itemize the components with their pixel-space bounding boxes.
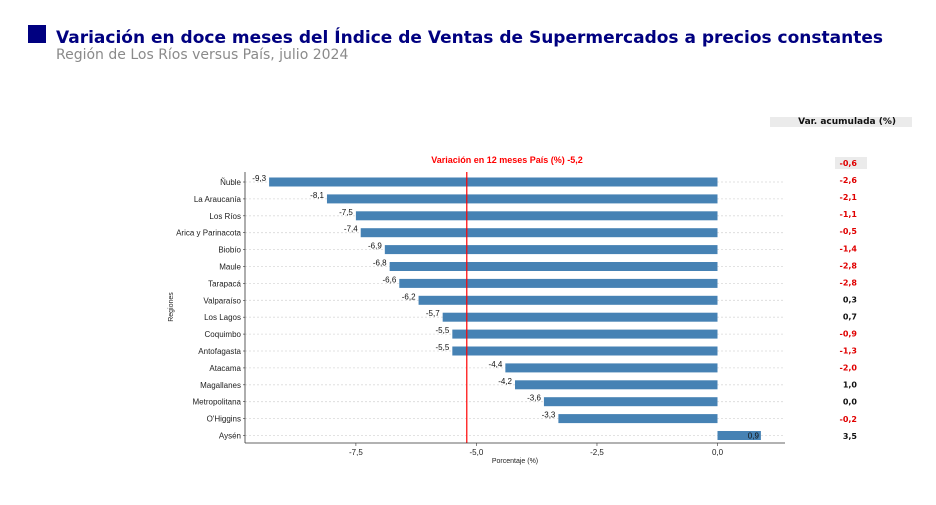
bar bbox=[389, 262, 718, 271]
category-label: Tarapacá bbox=[208, 279, 241, 288]
accumulated-value: -2,6 bbox=[840, 176, 858, 185]
x-tick-label: -2,5 bbox=[590, 448, 604, 457]
accumulated-value: -0,5 bbox=[840, 227, 858, 236]
value-label: -3,6 bbox=[527, 394, 541, 403]
bar bbox=[418, 295, 718, 305]
reference-line-group: Variación en 12 meses País (%) -5,2 bbox=[431, 155, 583, 443]
category-label: Biobío bbox=[218, 246, 241, 255]
accumulated-value: -1,4 bbox=[840, 244, 858, 253]
accumulated-value: -0,9 bbox=[840, 330, 858, 339]
accumulated-value: 1,0 bbox=[843, 381, 858, 390]
bar bbox=[269, 177, 718, 187]
accumulated-value: -0,2 bbox=[840, 415, 858, 424]
category-label: Metropolitana bbox=[193, 398, 242, 407]
category-label: Atacama bbox=[209, 364, 241, 373]
bar bbox=[360, 228, 718, 238]
bar bbox=[543, 397, 718, 407]
bar bbox=[452, 329, 718, 339]
accumulated-value: 0,3 bbox=[843, 295, 857, 304]
reference-line-label: Variación en 12 meses País (%) -5,2 bbox=[431, 155, 583, 165]
bar bbox=[505, 363, 718, 373]
value-label: -6,8 bbox=[373, 259, 387, 268]
accumulated-value: 0,7 bbox=[843, 312, 857, 321]
category-label: Los Ríos bbox=[209, 212, 241, 221]
y-axis-title: Regiones bbox=[168, 292, 175, 322]
value-label: -9,3 bbox=[252, 174, 266, 183]
accumulated-value: -0,6 bbox=[840, 159, 858, 168]
bars bbox=[269, 177, 761, 440]
accumulated-value: 0,0 bbox=[843, 398, 858, 407]
x-tick-label: -5,0 bbox=[470, 448, 484, 457]
x-tick-label: 0,0 bbox=[712, 448, 724, 457]
bar bbox=[515, 380, 718, 390]
value-label: -3,3 bbox=[542, 411, 556, 420]
title-square-icon bbox=[28, 25, 46, 43]
bar bbox=[384, 245, 718, 255]
category-label: Aysén bbox=[219, 432, 241, 441]
value-label: 0,9 bbox=[748, 432, 760, 441]
accumulated-value: -1,3 bbox=[840, 347, 858, 356]
category-label: Valparaíso bbox=[203, 296, 241, 305]
accumulated-value: -2,8 bbox=[840, 261, 858, 270]
value-label: -6,6 bbox=[382, 275, 396, 284]
value-label: -5,7 bbox=[426, 309, 440, 318]
value-label: -5,5 bbox=[436, 343, 450, 352]
accumulated-header: Var. acumulada (%) bbox=[770, 117, 912, 127]
accumulated-column: -0,6 -2,6 -2,1 -1,1 -0,5 -1,4 -2,8 -2,8 0,3 0,7 -0… bbox=[835, 157, 867, 441]
x-tick-label: -7,5 bbox=[349, 448, 363, 457]
bar bbox=[355, 211, 718, 221]
category-label: La Araucanía bbox=[194, 195, 242, 204]
bar bbox=[452, 346, 718, 356]
category-label: Coquimbo bbox=[205, 330, 242, 339]
axes: -7,5 -5,0 -2,5 0,0 Porcentaje (%) Regiones bbox=[168, 172, 785, 465]
accumulated-value: 3,5 bbox=[843, 432, 858, 441]
value-label: -4,2 bbox=[498, 377, 512, 386]
bar bbox=[399, 278, 718, 288]
category-label: Maule bbox=[219, 263, 241, 272]
category-label: Arica y Parinacota bbox=[176, 229, 241, 238]
bar bbox=[558, 414, 718, 424]
value-label: -8,1 bbox=[310, 191, 324, 200]
value-label: -5,5 bbox=[436, 326, 450, 335]
bar bbox=[442, 312, 718, 322]
bar bbox=[717, 431, 761, 440]
x-axis-title: Porcentaje (%) bbox=[492, 458, 538, 465]
bar bbox=[326, 194, 718, 204]
category-label: Ñuble bbox=[220, 178, 241, 187]
accumulated-value: -2,8 bbox=[840, 278, 858, 287]
page-title: Variación en doce meses del Índice de Ve… bbox=[56, 28, 883, 48]
category-label: Magallanes bbox=[200, 381, 241, 390]
category-label: O'Higgins bbox=[207, 415, 241, 424]
value-label: -6,2 bbox=[402, 292, 416, 301]
accumulated-top-highlight bbox=[835, 157, 867, 169]
category-label: Los Lagos bbox=[204, 313, 241, 322]
value-label: -6,9 bbox=[368, 242, 382, 251]
value-label: -7,5 bbox=[339, 208, 353, 217]
value-label: -4,4 bbox=[489, 360, 503, 369]
page-subtitle: Región de Los Ríos versus País, julio 20… bbox=[56, 47, 349, 63]
accumulated-value: -2,0 bbox=[840, 364, 858, 373]
category-label: Antofagasta bbox=[198, 347, 241, 356]
value-label: -7,4 bbox=[344, 225, 358, 234]
accumulated-value: -2,1 bbox=[840, 193, 858, 202]
labels: -9,3 Ñuble -8,1 La Araucanía -7,5 Los Ríos -7,… bbox=[176, 174, 759, 441]
accumulated-value: -1,1 bbox=[840, 210, 858, 219]
